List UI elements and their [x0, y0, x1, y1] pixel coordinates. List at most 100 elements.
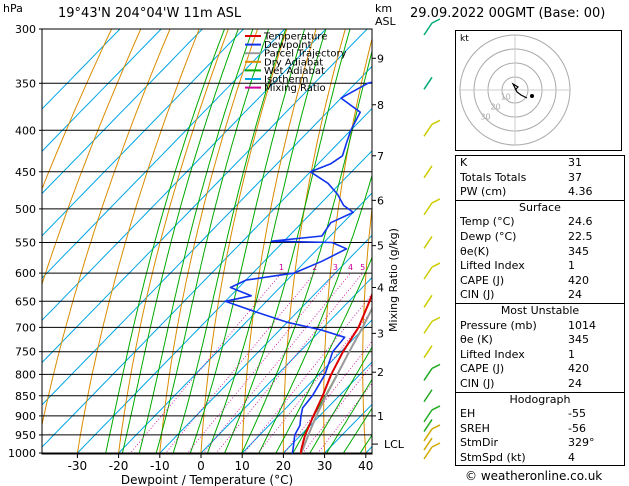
- index-label: θe (K): [460, 333, 493, 347]
- wind-barbs: [423, 18, 441, 460]
- credit-link[interactable]: © weatheronline.co.uk: [465, 469, 603, 483]
- plot-frame: [41, 28, 373, 455]
- wind-barb: [423, 368, 433, 381]
- index-label: CIN (J): [460, 288, 495, 302]
- temperature-line: [299, 292, 372, 454]
- pressure-tick-label: 550: [15, 237, 36, 250]
- km-tick-label: 1: [377, 410, 384, 423]
- index-value: 4.36: [568, 185, 593, 199]
- pressure-tick-label: 450: [15, 166, 36, 179]
- index-value: 22.5: [568, 229, 593, 243]
- wind-barb: [423, 123, 433, 137]
- index-row: StmDir 329°: [456, 436, 624, 451]
- index-row: PW (cm) 4.36: [456, 185, 624, 200]
- index-row: Lifted Index 1: [456, 348, 624, 363]
- pressure-tick-label: 900: [15, 410, 36, 423]
- asl-axis-unit: ASL: [375, 15, 396, 28]
- pressure-tick-label: 500: [15, 203, 36, 216]
- hpa-axis-unit: hPa: [3, 2, 23, 15]
- wind-barb: [423, 345, 433, 359]
- indices-table: K 31 Totals Totals 37 PW (cm) 4.36 Surface Te…: [455, 155, 625, 467]
- isotherm-line: [42, 29, 162, 153]
- mixing-ratio-label: 3: [333, 263, 338, 272]
- legend-entry: Isotherm: [264, 75, 308, 86]
- dry-adiabat-line: [42, 29, 142, 286]
- wind-barb: [423, 202, 433, 216]
- wind-barb: [423, 320, 433, 334]
- index-label: θe(K): [460, 244, 490, 258]
- pressure-tick-label: 800: [15, 368, 36, 381]
- index-value: 1014: [568, 318, 596, 332]
- index-value: 420: [568, 273, 589, 287]
- index-row: CIN (J) 24: [456, 377, 624, 392]
- hodograph-ring-label: 30: [480, 113, 490, 122]
- dry-adiabat-line: [401, 17, 436, 470]
- hodograph-title: Hodograph: [456, 391, 624, 408]
- mixing-ratio-line: [186, 272, 336, 454]
- mixing-ratio-line: [202, 272, 351, 454]
- dry-adiabat-line: [159, 29, 259, 454]
- wind-barb: [423, 428, 433, 442]
- index-label: PW (cm): [460, 185, 507, 199]
- isotherm-line: [240, 319, 372, 454]
- location-label: 19°43'N 204°04'W 11m ASL: [58, 6, 242, 21]
- legend-entry: Dewpoint: [264, 40, 312, 51]
- mixing-ratio-line: [256, 309, 372, 454]
- wind-barb: [423, 389, 433, 403]
- index-row: CIN (J) 24: [456, 288, 624, 303]
- wind-barb-flag: [431, 119, 441, 125]
- km-tick-label: 4: [377, 282, 384, 295]
- temperature-tick-label: 20: [276, 459, 291, 473]
- wind-barb: [423, 76, 433, 90]
- hodograph-trace: [511, 82, 528, 99]
- index-value: 24: [568, 376, 582, 390]
- isotherm-line: [322, 403, 372, 454]
- temperature-tick-label: 30: [317, 459, 332, 473]
- index-label: CIN (J): [460, 376, 495, 390]
- index-label: Lifted Index: [460, 347, 525, 361]
- index-label: StmSpd (kt): [460, 450, 526, 464]
- wind-barb-flag: [431, 405, 441, 411]
- index-row: Temp (°C) 24.6: [456, 215, 624, 230]
- mixing-ratio-line: [164, 272, 316, 454]
- index-value: 345: [568, 333, 589, 347]
- parcel-trajectory-line: [299, 306, 372, 454]
- index-row: StmSpd (kt) 4: [456, 451, 624, 466]
- legend-entry: Wet Adiabat: [264, 66, 325, 77]
- index-row: EH -55: [456, 407, 624, 422]
- hodograph-unit: kt: [460, 34, 469, 44]
- dry-adiabat-line: [117, 29, 229, 454]
- temperature-tick-label: 0: [197, 459, 205, 473]
- wind-barb: [423, 409, 433, 423]
- wind-barb-flag: [431, 18, 441, 24]
- temperature-tick-label: -10: [150, 459, 170, 473]
- wet-adiabat-line: [257, 173, 372, 454]
- mixing-ratio-line: [282, 340, 372, 454]
- legend-entry: Temperature: [263, 32, 327, 43]
- index-value: 420: [568, 362, 589, 376]
- wind-barb-flag: [431, 198, 441, 204]
- temperature-tick-label: 40: [358, 459, 373, 473]
- index-row: Totals Totals 37: [456, 171, 624, 186]
- isotherm-line: [42, 29, 204, 195]
- pressure-tick-label: 400: [15, 124, 36, 137]
- isotherm-line: [158, 234, 372, 454]
- index-value: 4: [568, 450, 575, 464]
- wind-barb: [423, 446, 433, 460]
- index-value: 329°: [568, 436, 595, 450]
- index-label: EH: [460, 407, 476, 421]
- wind-barb-flag: [431, 363, 441, 370]
- isotherm-line: [42, 29, 327, 321]
- index-row: Dewp (°C) 22.5: [456, 230, 624, 245]
- pressure-tick-label: 650: [15, 295, 36, 308]
- x-axis-label: Dewpoint / Temperature (°C): [121, 473, 293, 486]
- index-label: SREH: [460, 421, 490, 435]
- dewpoint-line: [224, 81, 372, 454]
- index-value: 31: [568, 156, 582, 169]
- wind-barb-flag: [431, 316, 441, 323]
- pressure-tick-label: 300: [15, 23, 36, 36]
- wet-adiabat-line: [223, 29, 351, 454]
